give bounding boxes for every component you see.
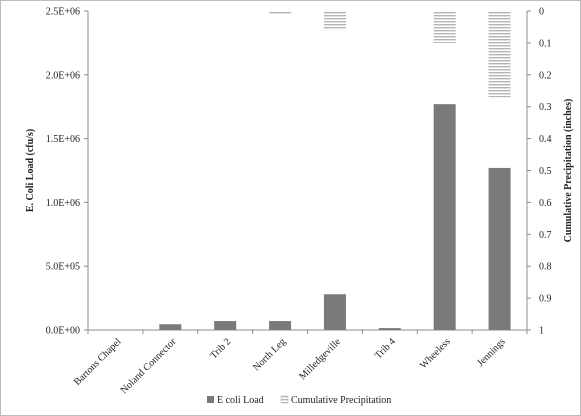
- ecoli-bar: [488, 167, 511, 330]
- y-right-tick-label: 0.4: [539, 134, 552, 145]
- y-right-tick-label: 0.2: [539, 70, 552, 81]
- y-right-tick-label: 0.3: [539, 102, 552, 113]
- y-right-tick-label: 0: [539, 7, 544, 18]
- y-right-tick-label: 0.8: [539, 262, 552, 273]
- y-tick-label: 5.0E+05: [46, 262, 80, 273]
- category-label: Milledgeville: [297, 336, 343, 382]
- y-right-tick-label: 0.7: [539, 230, 552, 241]
- category-label: Noland Connector: [119, 336, 179, 396]
- legend-label-ecoli: E coli Load: [217, 395, 264, 406]
- y-tick-label: 0.0E+00: [46, 326, 80, 337]
- legend-swatch-ecoli: [207, 396, 214, 403]
- y-right-tick-label: 0.6: [539, 198, 552, 209]
- legend-label-precip: Cumulative Precipitation: [291, 395, 391, 406]
- y-right-tick-label: 0.5: [539, 166, 552, 177]
- y-right-tick-label: 0.9: [539, 294, 552, 305]
- y-tick-label: 2.0E+06: [46, 70, 80, 81]
- ecoli-bar: [433, 104, 456, 330]
- precip-bar: [323, 11, 346, 31]
- precip-bar: [488, 11, 511, 98]
- y-right-tick-label: 0.1: [539, 38, 552, 49]
- ecoli-bar: [323, 294, 346, 330]
- y-tick-label: 1.5E+06: [46, 134, 80, 145]
- y-tick-label: 2.5E+06: [46, 7, 80, 18]
- ecoli-bar: [214, 321, 237, 330]
- legend-swatch-precip: [280, 395, 289, 404]
- category-label: Trib 4: [373, 336, 398, 361]
- y-right-tick-label: 1: [539, 326, 544, 337]
- category-label: Wheeless: [418, 336, 453, 371]
- precip-bar: [269, 11, 292, 15]
- y-axis-title: E. Coli Load (cfu/s): [25, 129, 36, 212]
- category-label: Jennings: [475, 336, 508, 369]
- y-tick-label: 1.0E+06: [46, 198, 80, 209]
- ecoli-bar: [159, 324, 182, 330]
- ecoli-bar: [378, 328, 401, 330]
- category-label: North Leg: [251, 336, 288, 373]
- ecoli-bar: [269, 321, 292, 330]
- y-right-axis-title: Cumulative Precipitation (inches): [563, 99, 574, 243]
- category-label: Trib 2: [208, 336, 233, 361]
- category-label: Bartons Chapel: [72, 336, 124, 388]
- precip-bar: [433, 11, 456, 43]
